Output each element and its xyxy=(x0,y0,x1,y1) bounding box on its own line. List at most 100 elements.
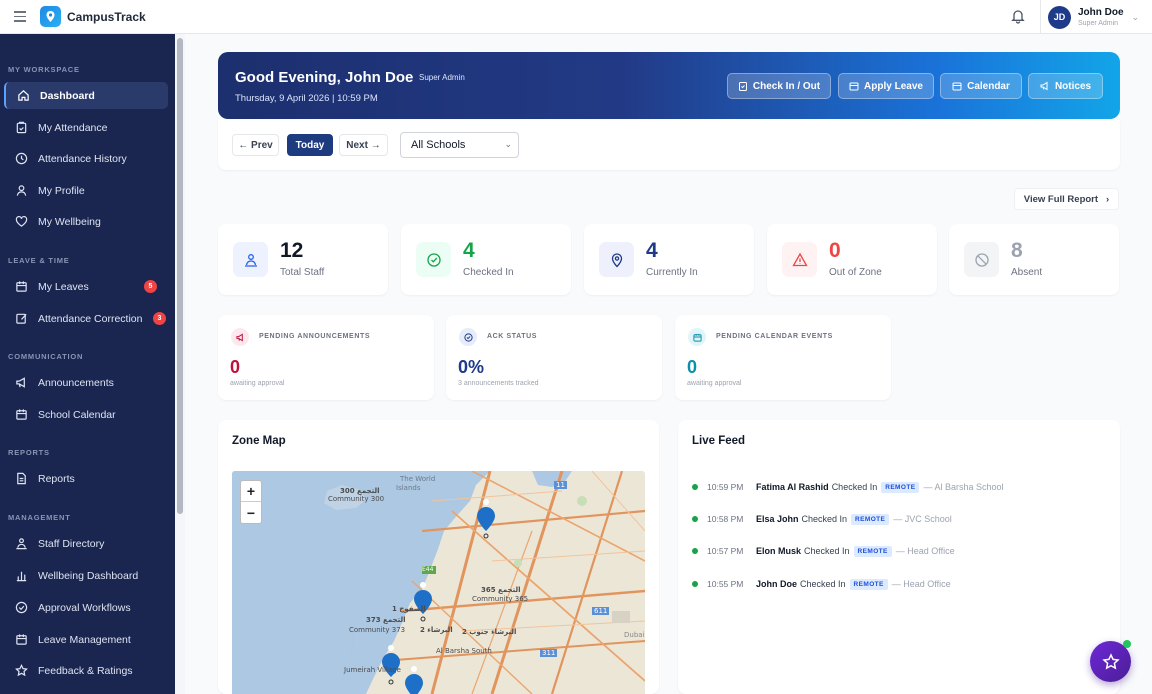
role-label: Super Admin xyxy=(419,73,465,82)
zone-map-panel: Zone Map xyxy=(218,420,659,694)
sidebar-item-label: Wellbeing Dashboard xyxy=(38,569,139,582)
map-label: 611 xyxy=(592,607,610,615)
sidebar-item-my-leaves[interactable]: My Leaves 5 xyxy=(4,273,168,300)
zone-map[interactable]: التجمع 300 Community 300 The World Islan… xyxy=(232,471,645,694)
calendar-icon xyxy=(952,82,962,91)
sidebar-item-school-calendar[interactable]: School Calendar xyxy=(4,401,168,428)
sidebar-item-approval-workflows[interactable]: Approval Workflows xyxy=(4,594,168,621)
notices-label: Notices xyxy=(1054,80,1092,92)
map-pin-icon xyxy=(405,666,423,694)
welcome-banner: Good Evening, John Doe Super Admin Thurs… xyxy=(218,52,1120,119)
check-circle-icon xyxy=(416,242,451,277)
sidebar-item-wellbeing-dashboard[interactable]: Wellbeing Dashboard xyxy=(4,562,168,589)
sidebar-item-attendance-history[interactable]: Attendance History xyxy=(4,145,168,172)
card-subtitle: awaiting approval xyxy=(230,380,285,387)
today-button[interactable]: Today xyxy=(287,134,333,156)
feed-name: Elsa John xyxy=(756,514,799,524)
live-feed-panel: Live Feed 10:59 PM Fatima Al Rashid Chec… xyxy=(678,420,1120,694)
leaves-count-badge: 5 xyxy=(144,280,157,293)
sidebar-item-reports[interactable]: Reports xyxy=(4,465,168,492)
online-status-dot xyxy=(1123,640,1131,648)
stat-absent[interactable]: 8 Absent xyxy=(949,224,1119,295)
next-button[interactable]: Next → xyxy=(339,134,388,156)
sidebar-item-announcements[interactable]: Announcements xyxy=(4,369,168,396)
feed-time: 10:55 PM xyxy=(707,579,744,589)
map-label: Community 373 xyxy=(349,626,406,634)
stat-total-staff[interactable]: 12 Total Staff xyxy=(218,224,388,295)
top-bar: CampusTrack JD John Doe Super Admin ⌄ xyxy=(0,0,1152,34)
app-name: CampusTrack xyxy=(67,9,146,24)
apply-leave-button[interactable]: Apply Leave xyxy=(838,73,934,99)
check-in-out-button[interactable]: Check In / Out xyxy=(727,73,831,99)
card-title: PENDING CALENDAR EVENTS xyxy=(716,333,833,340)
heart-icon xyxy=(15,215,28,227)
check-circle-icon xyxy=(15,601,28,614)
chevron-down-icon: ⌄ xyxy=(1131,11,1140,22)
correction-count-badge: 3 xyxy=(153,312,166,325)
bell-icon[interactable] xyxy=(1010,8,1026,24)
remote-badge: REMOTE xyxy=(881,481,920,493)
ack-status-card[interactable]: ACK STATUS 0% 3 announcements tracked xyxy=(446,315,662,400)
user-icon xyxy=(16,185,27,196)
feed-name: Fatima Al Rashid xyxy=(756,482,829,492)
map-label: التجمع 365 xyxy=(481,586,521,594)
feed-location: — Head Office xyxy=(891,579,951,589)
remote-badge: REMOTE xyxy=(853,545,892,557)
map-label: الصفوح 1 xyxy=(392,605,426,613)
pending-calendar-events-card[interactable]: PENDING CALENDAR EVENTS 0 awaiting appro… xyxy=(675,315,891,400)
sidebar-item-leave-management[interactable]: Leave Management xyxy=(4,626,168,653)
chevron-right-icon: › xyxy=(1106,193,1110,205)
card-title: PENDING ANNOUNCEMENTS xyxy=(259,333,371,340)
section-communication: COMMUNICATION xyxy=(8,352,84,361)
sidebar-item-dashboard[interactable]: Dashboard xyxy=(4,82,168,109)
zoom-out-button[interactable]: − xyxy=(246,504,256,521)
sidebar-item-feedback-ratings[interactable]: Feedback & Ratings xyxy=(4,657,168,684)
feed-entry: 10:55 PM John Doe Checked In REMOTE — He… xyxy=(692,576,1112,592)
stat-out-of-zone[interactable]: 0 Out of Zone xyxy=(767,224,937,295)
notices-button[interactable]: Notices xyxy=(1028,73,1103,99)
stat-currently-in[interactable]: 4 Currently In xyxy=(584,224,754,295)
check-circle-icon xyxy=(459,328,477,346)
menu-icon[interactable] xyxy=(14,11,26,22)
calendar-icon xyxy=(16,409,27,420)
view-full-report-button[interactable]: View Full Report › xyxy=(1014,188,1119,210)
map-tiles xyxy=(232,471,645,694)
feedback-fab-button[interactable] xyxy=(1090,641,1131,682)
sidebar-item-label: My Profile xyxy=(38,184,85,197)
map-label: البرشاء جنوب 2 xyxy=(462,628,517,636)
calendar-icon xyxy=(688,328,706,346)
apply-leave-label: Apply Leave xyxy=(864,80,923,92)
sidebar-item-attendance-correction[interactable]: Attendance Correction 3 xyxy=(4,305,168,332)
card-value: 0 xyxy=(687,357,698,377)
sidebar-scrollbar[interactable] xyxy=(177,38,183,514)
calendar-icon xyxy=(16,281,27,292)
clock-icon xyxy=(15,152,28,165)
section-reports: REPORTS xyxy=(8,448,50,457)
map-label: 311 xyxy=(540,649,558,657)
card-value: 0% xyxy=(458,357,485,377)
chevron-down-icon: ⌄ xyxy=(504,139,512,149)
sidebar-item-my-attendance[interactable]: My Attendance xyxy=(4,114,168,141)
map-label: Al Barsha South xyxy=(436,647,492,655)
remote-badge: REMOTE xyxy=(851,513,890,525)
sidebar-item-my-wellbeing[interactable]: My Wellbeing xyxy=(4,208,168,235)
prev-button[interactable]: ← Prev xyxy=(232,134,279,156)
users-icon xyxy=(16,538,27,550)
feed-time: 10:57 PM xyxy=(707,546,744,556)
pending-announcements-card[interactable]: PENDING ANNOUNCEMENTS 0 awaiting approva… xyxy=(218,315,434,400)
stat-checked-in[interactable]: 4 Checked In xyxy=(401,224,571,295)
sidebar-item-label: Reports xyxy=(38,472,75,485)
status-dot xyxy=(692,484,698,490)
map-label: Community 365 xyxy=(472,595,529,603)
edit-icon xyxy=(16,313,27,324)
stat-value: 4 xyxy=(463,239,475,262)
user-menu[interactable]: JD John Doe Super Admin ⌄ xyxy=(1040,0,1139,34)
zoom-in-button[interactable]: + xyxy=(241,481,261,502)
sidebar-item-staff-directory[interactable]: Staff Directory xyxy=(4,530,168,557)
date-navigation: ← Prev Today Next → All Schools ⌄ xyxy=(218,120,1120,170)
calendar-button[interactable]: Calendar xyxy=(940,73,1022,99)
school-select[interactable]: All Schools ⌄ xyxy=(400,132,519,158)
sidebar-item-my-profile[interactable]: My Profile xyxy=(4,177,168,204)
check-in-out-label: Check In / Out xyxy=(752,80,821,92)
users-icon xyxy=(233,242,268,277)
